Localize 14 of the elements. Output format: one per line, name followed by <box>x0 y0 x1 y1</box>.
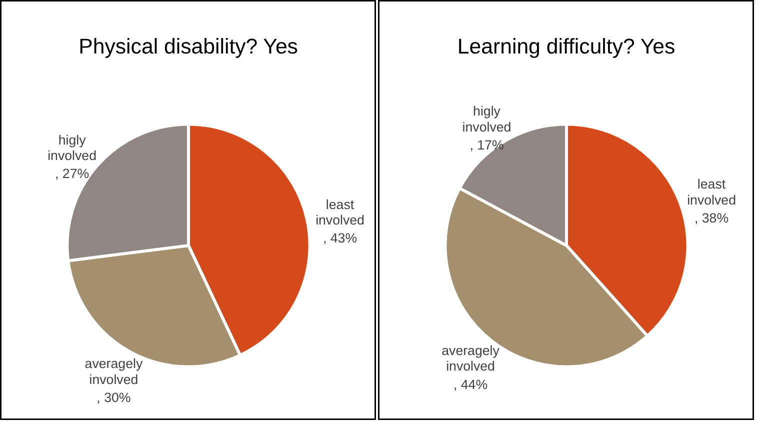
slice-label: higly involved <box>462 104 512 134</box>
slice-label: averagely involved <box>84 356 143 387</box>
data-label: , 27% <box>55 166 90 182</box>
data-label: , 30% <box>96 390 131 406</box>
slice-label: averagely involved <box>442 342 500 374</box>
chart-title: Physical disability? Yes <box>78 34 298 59</box>
chart-title: Learning difficulty? Yes <box>457 34 676 59</box>
data-label: , 17% <box>470 138 504 153</box>
data-label: , 38% <box>694 210 729 226</box>
data-label: , 44% <box>453 376 488 392</box>
slice-label: least involved <box>316 196 364 228</box>
data-label: , 43% <box>322 230 358 246</box>
slice-label: least involved <box>687 176 736 208</box>
slice-label: higly involved <box>48 132 96 164</box>
